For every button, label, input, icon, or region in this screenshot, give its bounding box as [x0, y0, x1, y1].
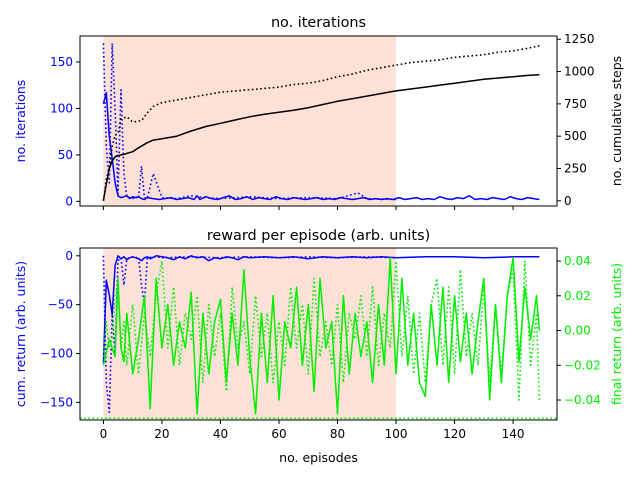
- p0-y-right-tick-label: 1250: [564, 32, 595, 46]
- final-return-y-label: final return (arb. units): [609, 263, 624, 405]
- p1-x-tick-label: 20: [154, 427, 169, 441]
- p1-x-tick-label: 100: [385, 427, 408, 441]
- reward-x-label: no. episodes: [279, 450, 358, 465]
- p0-y-right-tick-label: 500: [564, 129, 587, 143]
- p1-y-right-tick-label: −0.02: [564, 358, 601, 372]
- iterations-series-group: [102, 42, 540, 201]
- iterations-y-ticks: 0 50 100 150: [50, 55, 80, 208]
- reward-shaded-region: [103, 248, 397, 420]
- iterations-shaded-region: [103, 36, 397, 206]
- p1-y-tick-label: −150: [40, 395, 73, 409]
- p0-y-tick-label: 150: [50, 55, 73, 69]
- p1-x-tick-label: 60: [271, 427, 286, 441]
- p1-series-2: [102, 256, 541, 415]
- p1-y-tick-label: −100: [40, 347, 73, 361]
- p0-series-2: [102, 74, 540, 201]
- p1-y-tick-label: 0: [65, 249, 73, 263]
- reward-axes-frame: [79, 247, 558, 421]
- iterations-x-ticks: [102, 206, 514, 210]
- iterations-title: no. iterations: [271, 15, 366, 31]
- iterations-axes-frame: [79, 35, 558, 207]
- p1-y-right-tick-label: 0.00: [564, 324, 591, 338]
- reward-panel: 0 20 40 60 80 100 120 140 0 −50 −100 −150 0.04 0.02…: [13, 228, 624, 465]
- p0-y-right-tick-label: 1000: [564, 65, 595, 79]
- reward-x-ticks: 0 20 40 60 80 100 120 140: [100, 420, 525, 441]
- p1-series-1: [102, 255, 397, 414]
- cumulative-steps-y-label: no. cumulative steps: [609, 56, 624, 186]
- p0-y-right-tick-label: 750: [564, 97, 587, 111]
- p0-series-1: [102, 42, 397, 201]
- p1-y-right-tick-label: −0.04: [564, 393, 601, 407]
- iterations-y-label: no. iterations: [13, 80, 28, 163]
- p0-y-right-tick-label: 0: [564, 194, 572, 208]
- p0-y-tick-label: 50: [58, 148, 73, 162]
- p1-x-tick-label: 40: [213, 427, 228, 441]
- reward-y-ticks: 0 −50 −100 −150: [40, 249, 80, 409]
- p1-series-3: [102, 260, 541, 401]
- cum-return-y-label: cum. return (arb. units): [13, 261, 28, 407]
- p1-x-tick-label: 140: [502, 427, 525, 441]
- p1-y-right-tick-label: 0.02: [564, 289, 591, 303]
- reward-y-ticks-right: 0.04 0.02 0.00 −0.02 −0.04: [557, 254, 601, 407]
- p1-x-tick-label: 120: [443, 427, 466, 441]
- iterations-y-ticks-right: 0 250 500 750 1000 1250: [557, 32, 595, 208]
- p0-series-3: [102, 44, 540, 201]
- iterations-panel: 0 50 100 150 0 250 500 750 1000 1250 no. iterati…: [13, 15, 624, 210]
- p1-y-tick-label: −50: [48, 298, 73, 312]
- p0-y-right-tick-label: 250: [564, 162, 587, 176]
- p1-y-right-tick-label: 0.04: [564, 254, 591, 268]
- p1-x-tick-label: 80: [330, 427, 345, 441]
- p0-y-tick-label: 100: [50, 101, 73, 115]
- reward-series-group: [80, 255, 557, 420]
- reward-title: reward per episode (arb. units): [207, 228, 430, 244]
- p1-x-tick-label: 0: [100, 427, 108, 441]
- p0-y-tick-label: 0: [65, 194, 73, 208]
